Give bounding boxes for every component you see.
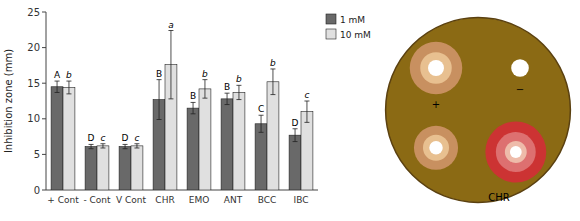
y-tick	[42, 47, 46, 48]
bar-annotation: c	[134, 133, 139, 143]
well	[510, 146, 522, 158]
petri-background	[386, 18, 571, 203]
well-zone	[423, 135, 449, 161]
bar-annotation: c	[304, 90, 309, 100]
y-tick-label: 15	[27, 78, 40, 89]
bar-annotation: B	[156, 69, 162, 79]
legend-swatch	[326, 29, 336, 39]
y-tick-label: 0	[34, 185, 40, 196]
bar	[221, 99, 233, 190]
bar	[199, 89, 211, 190]
y-axis-label: Inhibition zone (mm)	[3, 49, 14, 153]
y-tick	[42, 12, 46, 13]
error-bar	[55, 81, 60, 92]
bar-annotations: A D D B B B C Db c c a b b b c	[54, 20, 310, 144]
bar	[289, 135, 301, 190]
bar-annotation: b	[202, 69, 208, 79]
error-bar	[100, 144, 105, 148]
bar-annotation: B	[190, 91, 196, 101]
well	[511, 59, 529, 77]
error-bar	[157, 80, 162, 120]
bar	[63, 87, 75, 190]
y-tick-label: 25	[27, 7, 40, 18]
x-tick-label: - Cont	[83, 195, 111, 205]
bar-annotation: B	[224, 82, 230, 92]
well-zone	[485, 122, 546, 183]
x-tick-label: BCC	[258, 195, 277, 205]
bar	[267, 82, 279, 190]
bars	[51, 31, 313, 190]
bar	[119, 147, 131, 190]
bar-annotation: D	[292, 118, 299, 128]
bar-annotation: a	[168, 20, 174, 30]
error-bar	[134, 144, 139, 148]
bar	[51, 87, 63, 190]
petri-annotation: +	[432, 99, 440, 110]
well	[429, 141, 442, 154]
error-bar	[191, 102, 196, 113]
error-bar	[259, 115, 264, 132]
bar	[301, 112, 313, 190]
y-axis	[46, 12, 47, 190]
y-tick	[42, 118, 46, 119]
y-tick-label: 20	[27, 42, 40, 53]
legend-label: 1 mM	[340, 15, 365, 25]
bar	[97, 146, 109, 190]
error-bar	[168, 31, 173, 99]
chart: 0 5 10 15 20 25 Inhibition zone (mm) + Cont - Co…	[0, 0, 580, 221]
x-tick-label: EMO	[189, 195, 210, 205]
error-bar	[202, 80, 207, 99]
bar-annotation: b	[236, 74, 242, 84]
error-bar	[66, 81, 71, 94]
error-bar	[270, 69, 275, 95]
bar-annotation: D	[88, 133, 95, 143]
petri-annotation: −	[516, 84, 524, 95]
bar	[85, 147, 97, 190]
error-bar	[236, 85, 241, 99]
well-zone	[410, 42, 463, 95]
y-tick	[42, 83, 46, 84]
legend: 1 mM 10 mM	[326, 14, 371, 40]
bar	[233, 92, 245, 190]
bar	[187, 108, 199, 190]
bar-annotation: D	[122, 133, 129, 143]
well	[428, 60, 444, 76]
petri-annotation: CHR	[488, 192, 510, 203]
well-zone	[496, 132, 536, 172]
bar	[131, 146, 143, 190]
x-tick-label: ANT	[224, 195, 243, 205]
well-zone	[505, 141, 527, 163]
error-bar	[293, 129, 298, 142]
y-tick-label: 10	[27, 113, 40, 124]
y-tick	[42, 154, 46, 155]
petri-rim	[386, 18, 571, 203]
x-tick-label: V Cont	[116, 195, 147, 205]
y-tick	[42, 190, 46, 191]
petri-dish: + − CHR	[386, 18, 571, 204]
bar-annotation: b	[270, 58, 276, 68]
bar-annotation: A	[54, 70, 61, 80]
error-bar	[304, 101, 309, 122]
bar-annotation: C	[258, 104, 264, 114]
bar-annotation: c	[100, 133, 105, 143]
legend-label: 10 mM	[340, 30, 371, 40]
error-bar	[123, 144, 128, 148]
well-zone	[414, 126, 458, 170]
bar-annotation: b	[66, 70, 72, 80]
x-tick-label: IBC	[294, 195, 309, 205]
well-zone	[420, 52, 452, 84]
y-tick-label: 5	[34, 149, 40, 160]
x-tick-label: CHR	[155, 195, 174, 205]
bar	[255, 124, 267, 190]
error-bar	[89, 144, 94, 148]
legend-swatch	[326, 14, 336, 24]
error-bar	[225, 93, 230, 104]
x-tick-label: + Cont	[47, 195, 79, 205]
